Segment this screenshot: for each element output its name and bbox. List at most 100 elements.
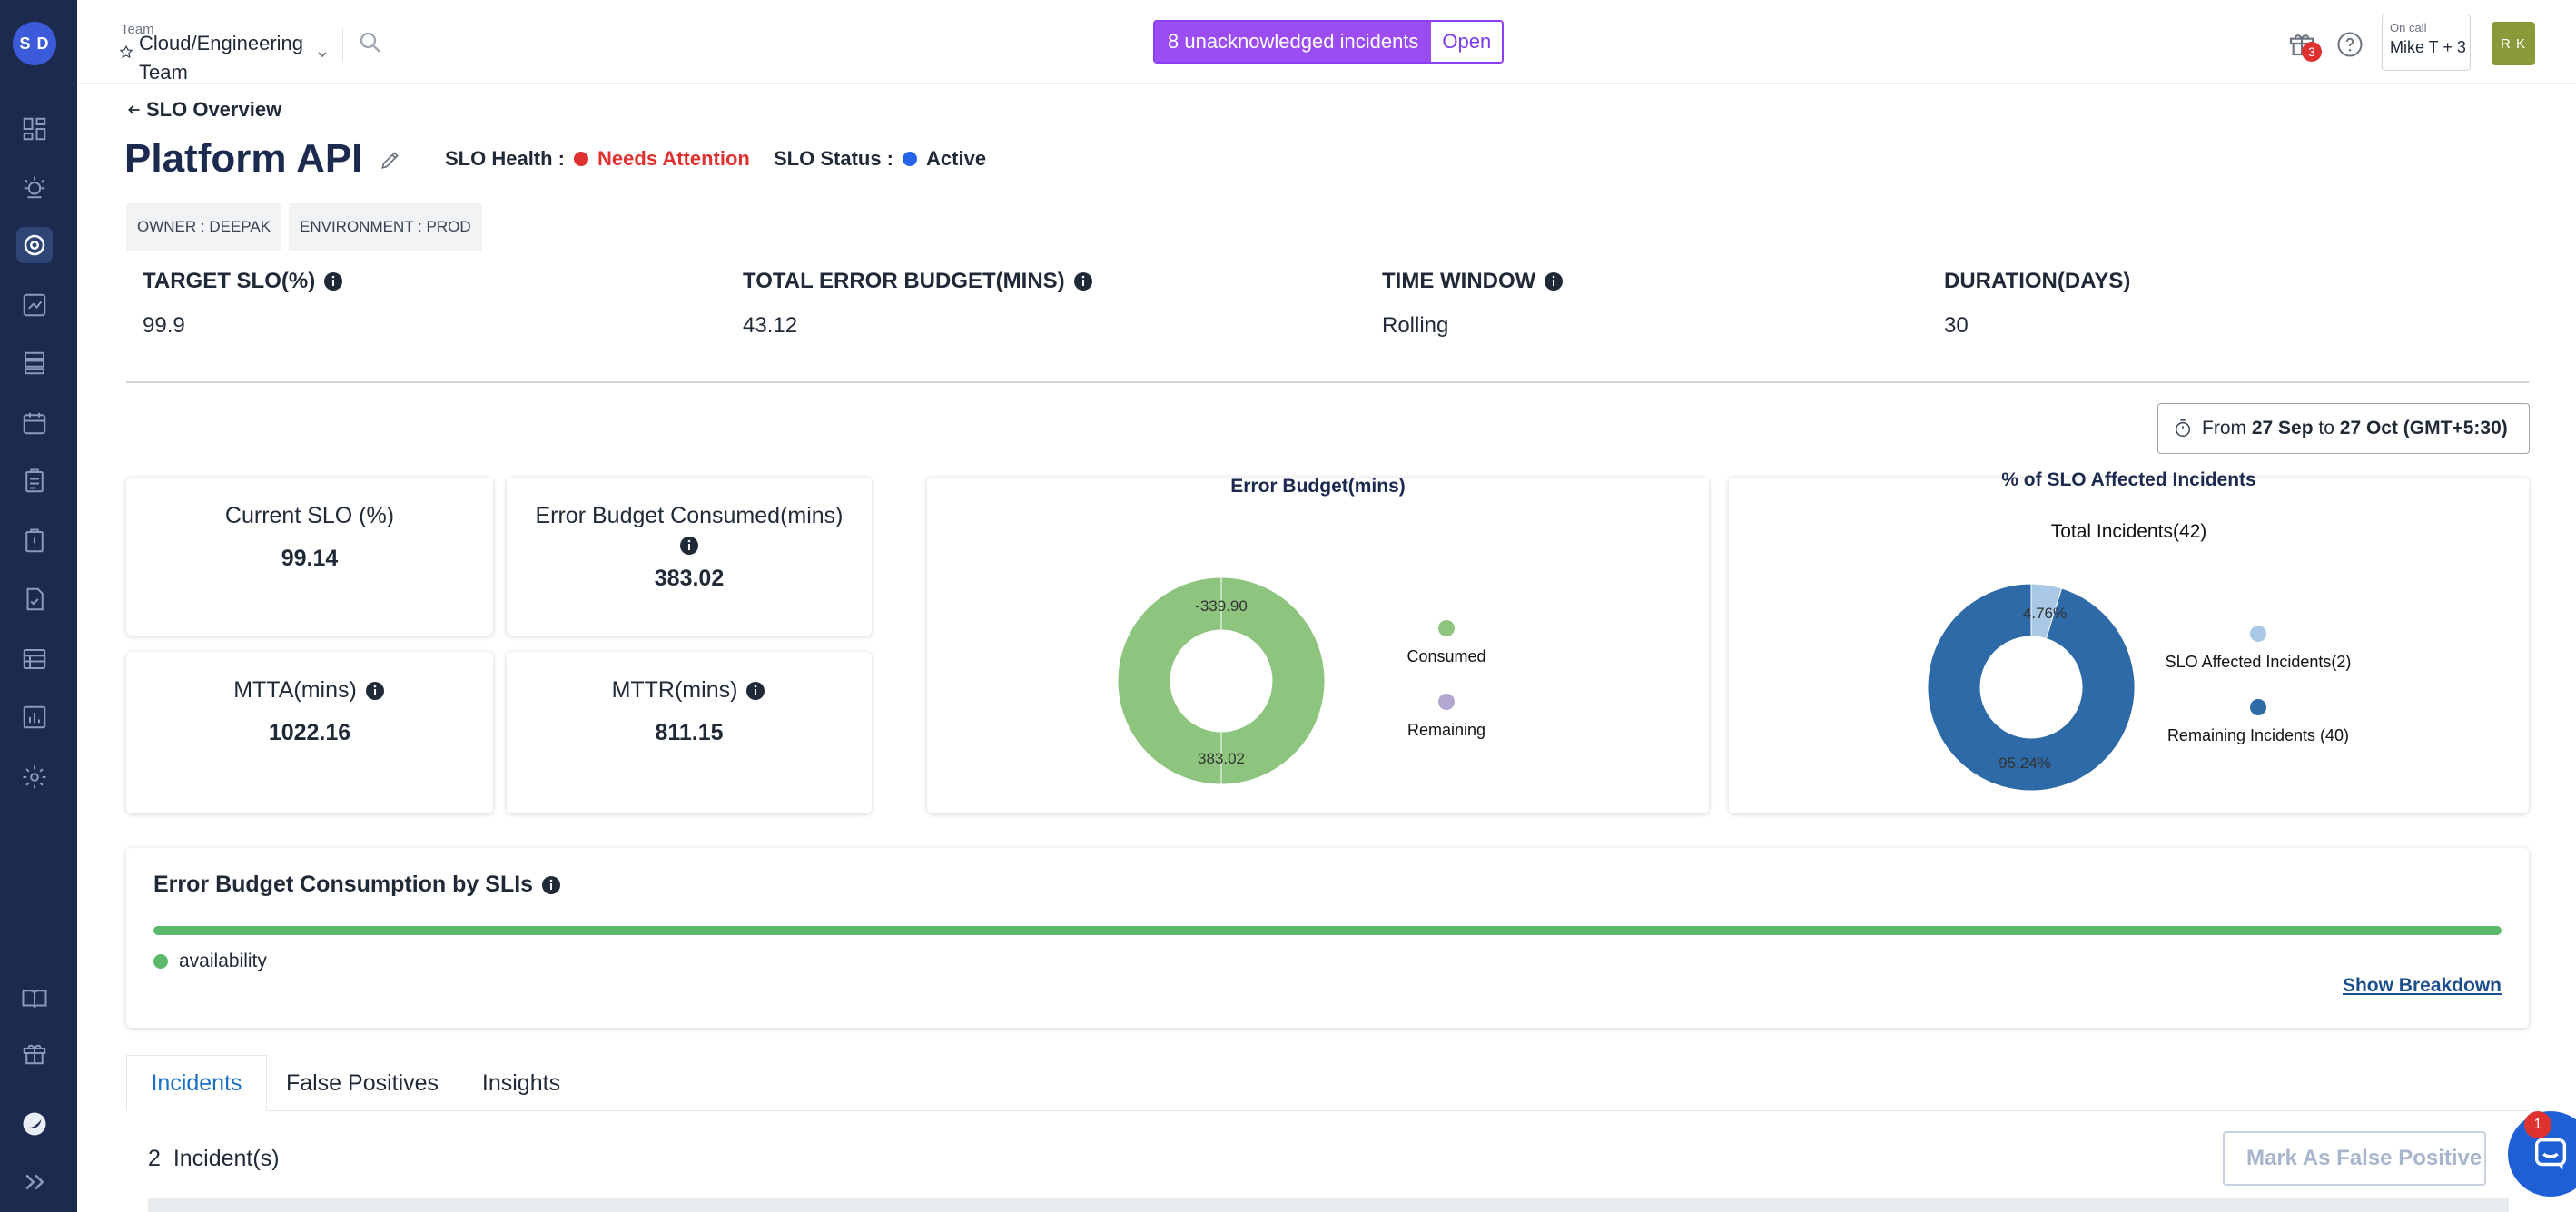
tab-false-positives[interactable]: False Positives [285, 1069, 439, 1096]
donut-label-consumed: 383.02 [1198, 750, 1245, 767]
info-icon[interactable] [364, 680, 386, 702]
time-window-value: Rolling [1382, 313, 1449, 338]
back-label: SLO Overview [146, 98, 282, 121]
health-status-dot [574, 152, 589, 166]
availability-dot [153, 954, 168, 969]
settings-icon[interactable] [16, 759, 53, 795]
date-to-label: to [2318, 418, 2334, 438]
edit-pencil-icon[interactable] [379, 148, 402, 172]
help-icon[interactable] [2336, 31, 2364, 58]
on-call-widget[interactable]: On call Mike T + 3 [2382, 15, 2471, 71]
affected-incidents-title: % of SLO Affected Incidents [2001, 469, 2256, 490]
brand-icon[interactable] [16, 1106, 53, 1142]
current-slo-value: 99.14 [281, 546, 339, 571]
mttr-value: 811.15 [655, 720, 724, 745]
duration-text: DURATION(DAYS) [1944, 269, 2131, 293]
dashboard-icon[interactable] [16, 111, 53, 147]
affected-incidents-chart-card: % of SLO Affected Incidents Total Incide… [1729, 469, 2529, 813]
team-selector[interactable]: Cloud/Engineering Team [139, 32, 304, 84]
slo-status: SLO Status : Active [774, 147, 986, 171]
gift-icon[interactable] [16, 1035, 53, 1071]
mtta-value: 1022.16 [268, 720, 351, 745]
error-budget-donut: -339.90 383.02 [1117, 576, 1326, 785]
chart-icon[interactable] [16, 699, 53, 735]
calendar-icon[interactable] [16, 405, 53, 441]
info-icon[interactable] [1072, 271, 1094, 292]
chat-badge: 1 [2524, 1111, 2551, 1138]
expand-sidebar-icon[interactable] [16, 1164, 53, 1200]
info-icon[interactable] [1543, 271, 1564, 292]
on-call-value: Mike T + 3 [2390, 38, 2466, 56]
tab-incidents[interactable]: Incidents [126, 1055, 267, 1111]
unacknowledged-incidents-banner[interactable]: 8 unacknowledged incidents Open [1153, 20, 1505, 64]
total-error-budget-text: TOTAL ERROR BUDGET(MINS) [743, 269, 1065, 293]
tab-insights[interactable]: Insights [481, 1069, 561, 1096]
error-budget-chart-card: Error Budget(mins) -339.90 383.02 Consume… [927, 476, 1709, 813]
mtta-label: MTTA(mins) [126, 677, 493, 704]
mttr-card: MTTR(mins) 811.15 [507, 652, 872, 813]
legend-remaining-incidents[interactable]: Remaining Incidents (40) [2166, 726, 2350, 744]
current-slo-card: Current SLO (%) 99.14 [126, 478, 493, 636]
mtta-card: MTTA(mins) 1022.16 [126, 652, 493, 813]
checklist-icon[interactable] [16, 581, 53, 617]
total-incidents-subtitle: Total Incidents(42) [2050, 521, 2207, 542]
info-icon[interactable] [678, 535, 700, 557]
total-error-budget-label: TOTAL ERROR BUDGET(MINS) [743, 269, 1094, 294]
slo-health-label: SLO Health : [445, 147, 566, 170]
chevron-down-icon[interactable] [315, 47, 330, 62]
legend-remaining[interactable]: Remaining [1406, 721, 1486, 739]
docs-icon[interactable] [16, 980, 53, 1017]
consumed-slice[interactable] [1117, 576, 1326, 785]
back-to-slo-overview-link[interactable]: SLO Overview [126, 98, 281, 122]
search-icon[interactable] [357, 29, 384, 56]
arrow-left-icon [128, 104, 140, 115]
runbook-icon[interactable] [16, 523, 53, 559]
date-from-label: From [2202, 418, 2246, 438]
reports-icon[interactable] [16, 641, 53, 677]
legend-slo-affected[interactable]: SLO Affected Incidents(2) [2165, 653, 2352, 671]
mark-as-false-positive-button[interactable]: Mark As False Positive [2223, 1131, 2486, 1186]
team-label: Team [121, 22, 154, 37]
owner-tag: OWNER : DEEPAK [126, 203, 282, 251]
services-icon[interactable] [16, 345, 53, 381]
divider [126, 381, 2529, 383]
user-avatar[interactable]: R K [2492, 22, 2535, 65]
mttr-label: MTTR(mins) [507, 677, 872, 704]
info-icon[interactable] [322, 271, 344, 292]
page-title: Platform API [124, 136, 363, 181]
duration-label: DURATION(DAYS) [1944, 269, 2130, 294]
legend-consumed[interactable]: Consumed [1406, 647, 1486, 665]
remaining-incidents-slice[interactable] [1927, 583, 2136, 792]
status-dot [903, 152, 918, 166]
chat-icon [2534, 1138, 2567, 1170]
incidents-table-header [148, 1198, 2509, 1212]
analytics-icon[interactable] [16, 287, 53, 323]
date-range-picker[interactable]: From 27 Sep to 27 Oct (GMT+5:30) [2157, 403, 2530, 454]
environment-tag: ENVIRONMENT : PROD [289, 203, 482, 251]
date-start: 27 Sep [2251, 418, 2314, 438]
affected-incidents-donut: 4.76% 95.24% [1927, 583, 2136, 792]
target-slo-value: 99.9 [143, 313, 185, 338]
donut-label-remaining: -339.90 [1195, 597, 1248, 615]
target-slo-label: TARGET SLO(%) [143, 269, 344, 294]
incidents-icon[interactable] [16, 169, 53, 205]
total-error-budget-value: 43.12 [743, 313, 798, 338]
org-avatar[interactable]: S D [13, 22, 56, 65]
slo-status-label: SLO Status : [774, 147, 894, 170]
show-breakdown-link[interactable]: Show Breakdown [2342, 975, 2502, 996]
current-slo-label: Current SLO (%) [224, 503, 395, 528]
info-icon[interactable] [745, 680, 766, 702]
divider [342, 27, 343, 62]
tasks-icon[interactable] [16, 463, 53, 499]
slo-health: SLO Health : Needs Attention [445, 147, 750, 171]
error-budget-title-text: Error Budget(mins) [1230, 476, 1406, 497]
slo-icon[interactable] [16, 227, 53, 263]
open-incidents-button[interactable]: Open [1431, 22, 1503, 62]
legend-dot-remaining [1438, 694, 1455, 710]
sli-consumption-bar[interactable] [153, 926, 2502, 935]
sli-consumption-card: Error Budget Consumption by SLIs availab… [126, 848, 2529, 1028]
time-window-text: TIME WINDOW [1382, 269, 1536, 293]
on-call-label: On call [2390, 21, 2427, 34]
info-icon[interactable] [540, 874, 562, 896]
donut-label-remaining-incidents: 95.24% [1999, 754, 2051, 772]
